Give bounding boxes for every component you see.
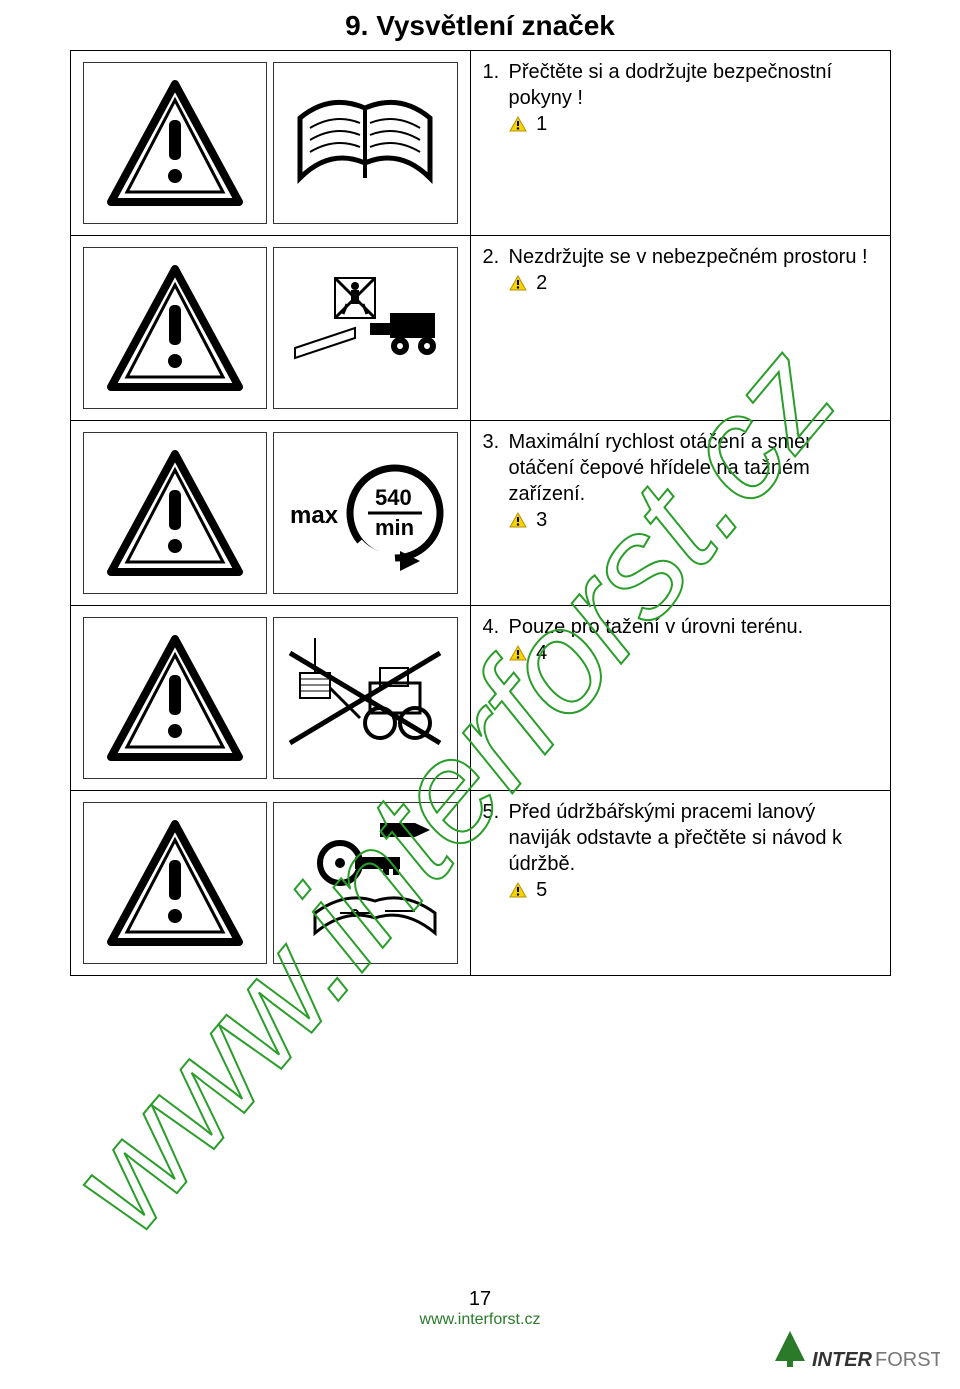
no-lifting-icon — [273, 617, 458, 779]
max-label: max — [290, 502, 339, 529]
sign-image-cell — [70, 791, 470, 976]
no-person-zone-icon — [273, 247, 458, 409]
warning-icon — [509, 116, 527, 132]
item-text: Pouze pro tažení v úrovni terénu. — [509, 616, 804, 638]
warning-triangle-icon — [83, 802, 268, 964]
warning-icon — [509, 275, 527, 291]
page-footer: 17 www.interforst.cz — [0, 1288, 960, 1329]
max-denominator: min — [375, 515, 414, 540]
table-row: 5. Před údržbářskými pracemi lanový navi… — [70, 791, 890, 976]
page-title: 9. Vysvětlení značek — [0, 10, 960, 42]
table-row: 2. Nezdržujte se v nebezpečném prostoru … — [70, 236, 890, 421]
brand-logo: INTER FORST — [770, 1326, 940, 1381]
sign-text-cell: 2. Nezdržujte se v nebezpečném prostoru … — [470, 236, 890, 421]
sign-text-cell: 3. Maximální rychlost otáčení a směr otá… — [470, 421, 890, 606]
max-rpm-icon: max 540 min — [273, 432, 458, 594]
item-number: 5. — [483, 799, 509, 825]
sign-text-cell: 4. Pouze pro tažení v úrovni terénu. 4 — [470, 606, 890, 791]
warning-icon — [509, 512, 527, 528]
svg-text:FORST: FORST — [875, 1349, 940, 1371]
item-after: 2 — [536, 272, 547, 294]
sign-image-cell — [70, 51, 470, 236]
warning-triangle-icon — [83, 247, 268, 409]
item-after: 1 — [536, 113, 547, 135]
item-after: 5 — [536, 879, 547, 901]
warning-triangle-icon — [83, 432, 268, 594]
item-after: 4 — [536, 642, 547, 664]
item-text: Maximální rychlost otáčení a směr otáčen… — [509, 431, 812, 505]
item-text: Před údržbářskými pracemi lanový naviják… — [509, 801, 843, 875]
page-number: 17 — [0, 1288, 960, 1311]
signs-table: 1. Přečtěte si a dodržujte bezpečnostní … — [70, 50, 891, 976]
table-row: 1. Přečtěte si a dodržujte bezpečnostní … — [70, 51, 890, 236]
sign-image-cell — [70, 606, 470, 791]
sign-image-cell — [70, 236, 470, 421]
warning-triangle-icon — [83, 62, 268, 224]
page: 9. Vysvětlení značek — [0, 0, 960, 1389]
item-after: 3 — [536, 509, 547, 531]
key-manual-icon — [273, 802, 458, 964]
warning-icon — [509, 882, 527, 898]
table-row: max 540 min 3. Maximáln — [70, 421, 890, 606]
sign-text-cell: 1. Přečtěte si a dodržujte bezpečnostní … — [470, 51, 890, 236]
manual-book-icon — [273, 62, 458, 224]
warning-icon — [509, 645, 527, 661]
warning-triangle-icon — [83, 617, 268, 779]
svg-text:INTER: INTER — [812, 1349, 873, 1371]
sign-image-cell: max 540 min — [70, 421, 470, 606]
item-number: 2. — [483, 244, 509, 270]
table-row: 4. Pouze pro tažení v úrovni terénu. 4 — [70, 606, 890, 791]
item-number: 4. — [483, 614, 509, 640]
sign-text-cell: 5. Před údržbářskými pracemi lanový navi… — [470, 791, 890, 976]
max-numerator: 540 — [375, 485, 412, 510]
item-number: 1. — [483, 59, 509, 85]
item-number: 3. — [483, 429, 509, 455]
item-text: Nezdržujte se v nebezpečném prostoru ! — [509, 246, 868, 268]
item-text: Přečtěte si a dodržujte bezpečnostní pok… — [509, 61, 833, 109]
